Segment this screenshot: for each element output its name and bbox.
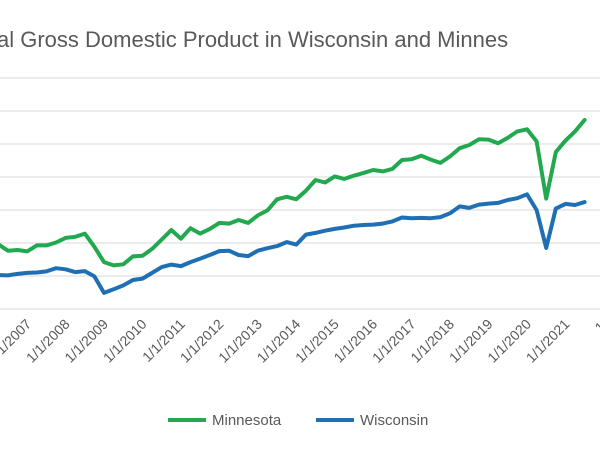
series-line-minnesota: [0, 118, 587, 268]
x-tick-label: 1/1/2021: [523, 316, 573, 366]
x-axis-tick-labels: 61/1/20071/1/20081/1/20091/1/20101/1/201…: [0, 316, 600, 366]
x-tick-label: 1/: [591, 316, 600, 336]
legend-label-minnesota: Minnesota: [212, 412, 282, 429]
legend-label-wisconsin: Wisconsin: [360, 412, 428, 429]
legend: Minnesota Wisconsin: [168, 412, 428, 429]
chart-title: al Gross Domestic Product in Wisconsin a…: [0, 27, 508, 52]
series-line-wisconsin: [0, 192, 587, 295]
series-lines: [0, 118, 587, 295]
